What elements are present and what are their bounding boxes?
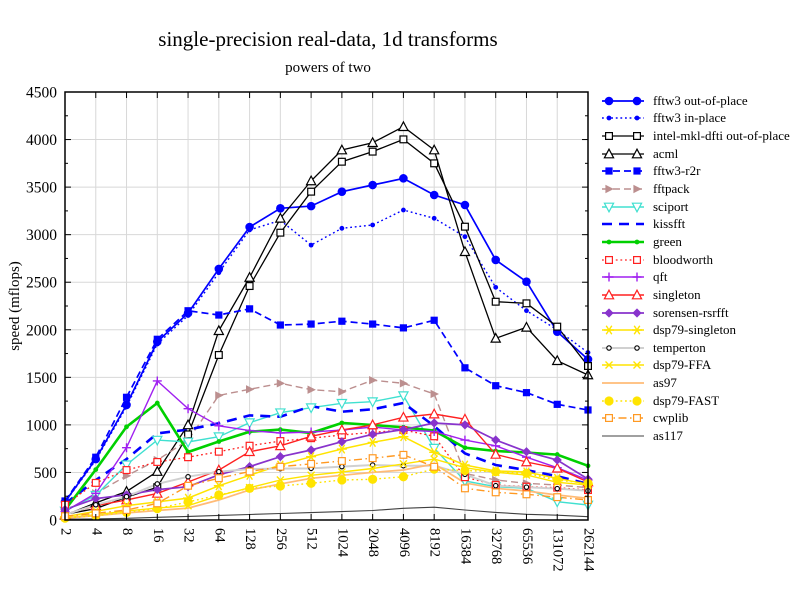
legend-swatch-icon: [602, 184, 644, 194]
legend-label: acml: [653, 145, 679, 161]
legend-label: dsp79-FFA: [653, 357, 712, 373]
legend-item-dsp79-fast: dsp79-FAST: [600, 392, 792, 410]
legend-swatch-icon: [602, 414, 644, 423]
legend-label: dsp79-singleton: [653, 322, 737, 338]
legend-swatch-icon: [602, 272, 644, 282]
y-tick-label: 0: [49, 513, 57, 530]
y-axis-label: speed (mflops): [7, 261, 23, 351]
x-tick-label: 128: [242, 528, 258, 550]
legend-label: fftw3 out-of-place: [653, 92, 748, 108]
legend-item-intel-mkl-dfti-out-of-place: intel-mkl-dfti out-of-place: [600, 127, 792, 145]
x-tick-label: 32768: [488, 528, 504, 564]
legend-swatch-icon: [602, 345, 644, 351]
x-tick-label: 262144: [581, 528, 597, 572]
legend-label: cwplib: [653, 410, 689, 426]
legend-label: fftw3-r2r: [653, 163, 701, 179]
legend-item-fftw3-r2r: fftw3-r2r: [600, 163, 792, 181]
y-tick-label: 2000: [26, 322, 57, 339]
legend-item-singleton: singleton: [600, 286, 792, 304]
legend-swatch-icon: [602, 116, 644, 121]
legend-swatch-icon: [602, 222, 644, 226]
chart-subtitle: powers of two: [285, 60, 371, 76]
legend-swatch-icon: [602, 307, 644, 318]
y-tick-label: 2500: [26, 275, 57, 292]
legend-label: sciport: [653, 198, 689, 214]
y-tick-label: 3500: [26, 180, 57, 197]
legend-item-acml: acml: [600, 145, 792, 163]
legend-label: as97: [653, 375, 677, 391]
legend-swatch-icon: [602, 147, 644, 159]
x-tick-label: 256: [273, 528, 289, 550]
y-tick-label: 3000: [26, 227, 57, 244]
legend-label: fftpack: [653, 181, 690, 197]
legend-item-fftw3-out-of-place: fftw3 out-of-place: [600, 92, 792, 110]
legend-label: kissfft: [653, 216, 686, 232]
legend-item-sciport: sciport: [600, 198, 792, 216]
legend-swatch-icon: [602, 396, 644, 406]
y-tick-label: 1000: [26, 417, 57, 434]
legend-item-dsp79-singleton: dsp79-singleton: [600, 321, 792, 339]
legend-swatch-icon: [602, 325, 644, 335]
y-tick-label: 1500: [26, 370, 57, 387]
legend-item-temperton: temperton: [600, 339, 792, 357]
legend-label: green: [653, 233, 682, 249]
x-tick-label: 2048: [365, 528, 381, 557]
legend-item-fftw3-in-place: fftw3 in-place: [600, 110, 792, 128]
x-tick-label: 65536: [519, 528, 535, 564]
legend-swatch-icon: [602, 239, 644, 245]
x-tick-label: 131072: [550, 528, 566, 572]
legend-label: singleton: [653, 286, 701, 302]
legend-item-as97: as97: [600, 374, 792, 392]
legend-swatch-icon: [602, 202, 644, 213]
x-tick-label: 8: [119, 528, 135, 535]
legend-item-as117: as117: [600, 427, 792, 445]
legend-swatch-icon: [602, 361, 644, 370]
x-tick-label: 512: [304, 528, 320, 550]
legend-label: fftw3 in-place: [653, 110, 727, 126]
legend-item-cwplib: cwplib: [600, 410, 792, 428]
x-tick-label: 1024: [334, 528, 350, 558]
legend-label: qft: [653, 269, 668, 285]
legend-label: temperton: [653, 339, 706, 355]
y-tick-label: 4500: [26, 85, 57, 102]
legend-label: sorensen-rsrfft: [653, 304, 729, 320]
legend-item-dsp79-ffa: dsp79-FFA: [600, 357, 792, 375]
legend-swatch-icon: [602, 382, 644, 384]
legend-swatch-icon: [602, 288, 644, 300]
x-tick-label: 32: [181, 528, 197, 543]
legend-swatch-icon: [602, 255, 644, 264]
y-tick-label: 500: [34, 465, 58, 482]
legend-label: dsp79-FAST: [653, 392, 720, 408]
legend-label: intel-mkl-dfti out-of-place: [653, 128, 790, 144]
y-tick-label: 4000: [26, 132, 57, 149]
legend-swatch-icon: [602, 132, 644, 141]
x-tick-label: 16384: [457, 528, 473, 565]
legend-item-fftpack: fftpack: [600, 180, 792, 198]
legend-label: as117: [653, 427, 683, 443]
legend-swatch-icon: [602, 96, 644, 106]
x-tick-label: 4096: [396, 528, 412, 557]
legend-swatch-icon: [602, 167, 644, 175]
x-tick-label: 4: [88, 528, 104, 536]
legend: fftw3 out-of-place fftw3 in-place intel-mk…: [600, 92, 792, 445]
legend-label: bloodworth: [653, 251, 713, 267]
x-tick-label: 2: [58, 528, 74, 535]
legend-item-bloodworth: bloodworth: [600, 251, 792, 269]
x-tick-label: 16: [150, 528, 166, 543]
x-tick-label: 64: [211, 528, 227, 543]
x-tick-label: 8192: [427, 528, 443, 557]
chart-title: single-precision real-data, 1d transform…: [158, 27, 498, 51]
legend-item-qft: qft: [600, 268, 792, 286]
legend-item-green: green: [600, 233, 792, 251]
legend-item-kissfft: kissfft: [600, 215, 792, 233]
legend-swatch-icon: [602, 435, 644, 437]
legend-item-sorensen-rsrfft: sorensen-rsrfft: [600, 304, 792, 322]
